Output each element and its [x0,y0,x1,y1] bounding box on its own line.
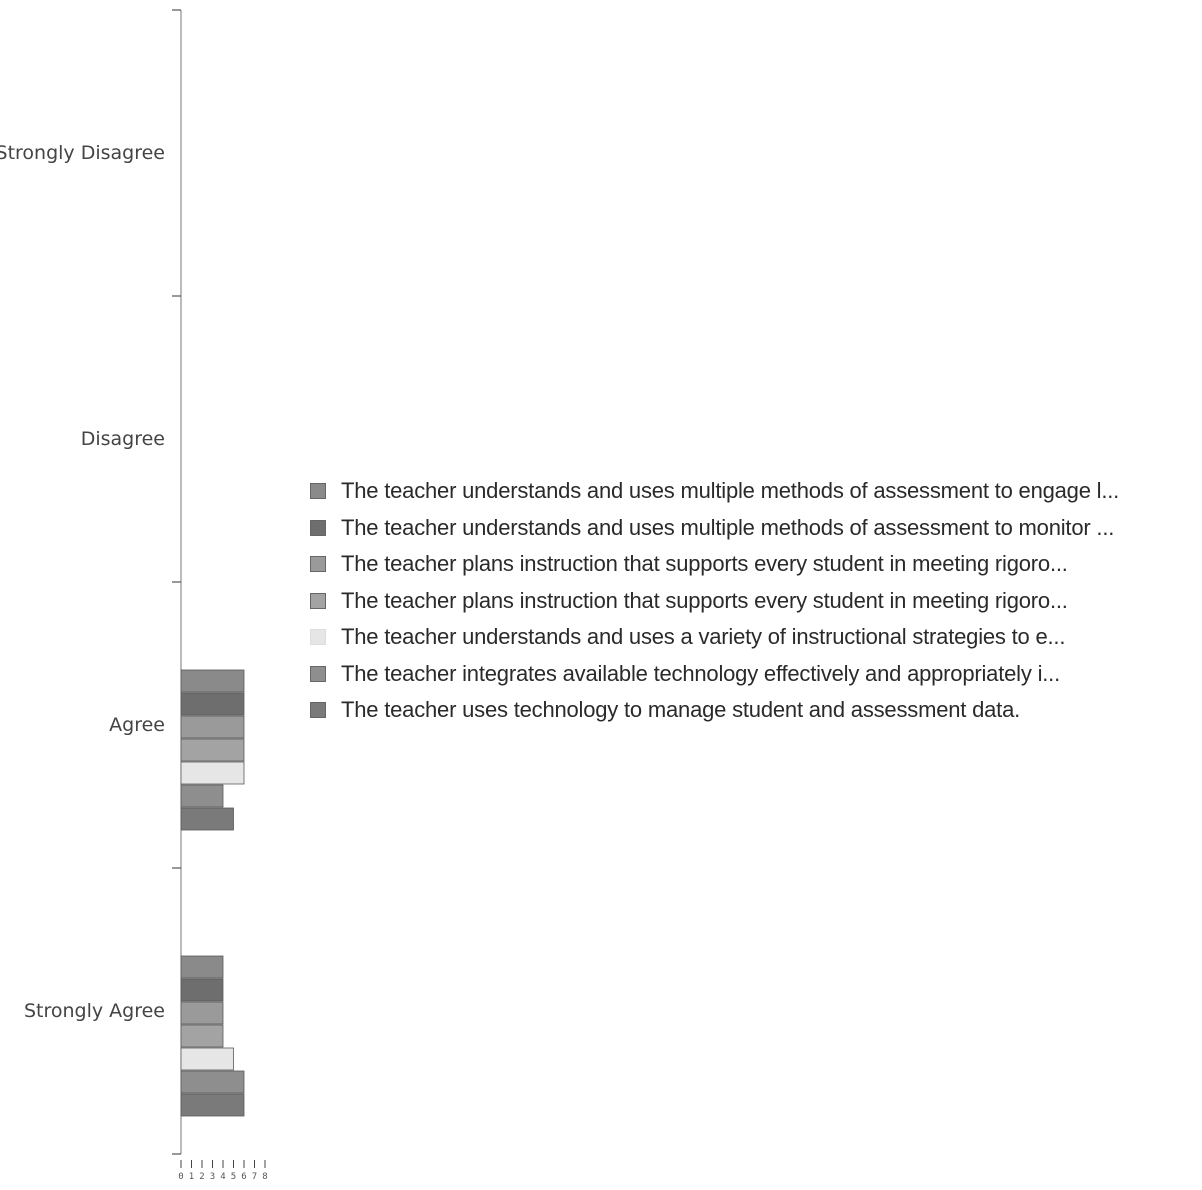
legend-label: The teacher understands and uses multipl… [341,514,1115,540]
legend-swatch [310,592,326,609]
legend-swatch [310,556,326,573]
bar [180,1070,245,1094]
x-tick-label: 0 [178,1172,183,1182]
legend-item: The teacher uses technology to manage st… [310,692,1200,729]
legend-item: The teacher integrates available technol… [310,656,1200,693]
category-label: Strongly Agree [24,1000,165,1022]
bar [180,761,245,785]
legend: The teacher understands and uses multipl… [310,473,1200,729]
legend-label: The teacher understands and uses a varie… [341,624,1066,650]
bar [180,692,245,716]
y-axis [172,9,182,1155]
bar [180,669,245,693]
legend-item: The teacher understands and uses a varie… [310,619,1200,656]
legend-item: The teacher understands and uses multipl… [310,473,1200,510]
legend-label: The teacher plans instruction that suppo… [341,587,1068,613]
legend-item: The teacher plans instruction that suppo… [310,546,1200,583]
bar [180,1024,224,1048]
bars [180,669,245,1117]
category-label: Disagree [81,428,165,450]
category-label: Agree [109,714,165,736]
bar [180,1001,224,1025]
x-tick-label: 1 [189,1172,194,1182]
x-tick-label: 8 [262,1172,267,1182]
bar [180,978,224,1002]
x-tick-label: 3 [210,1172,215,1182]
legend-item: The teacher plans instruction that suppo… [310,583,1200,620]
legend-swatch [310,519,326,536]
legend-label: The teacher integrates available technol… [341,660,1060,686]
bar [180,1047,234,1071]
category-labels: Strongly Disagree Disagree Agree Strongly A… [0,142,165,1022]
legend-item: The teacher understands and uses multipl… [310,510,1200,547]
bar [180,1093,245,1117]
legend-swatch [310,665,326,682]
x-tick-label: 5 [231,1172,236,1182]
legend-swatch [310,483,326,500]
x-tick-label: 6 [241,1172,246,1182]
bar [180,955,224,979]
x-tick-label: 2 [199,1172,204,1182]
legend-label: The teacher uses technology to manage st… [341,697,1021,723]
x-tick-label: 7 [252,1172,257,1182]
x-tick-label: 4 [220,1172,225,1182]
bar [180,738,245,762]
category-label: Strongly Disagree [0,142,165,164]
bar [180,715,245,739]
legend-swatch [310,629,326,646]
bar [180,784,224,808]
legend-swatch [310,702,326,719]
legend-label: The teacher understands and uses multipl… [341,478,1120,504]
legend-label: The teacher plans instruction that suppo… [341,551,1068,577]
bar [180,807,234,831]
